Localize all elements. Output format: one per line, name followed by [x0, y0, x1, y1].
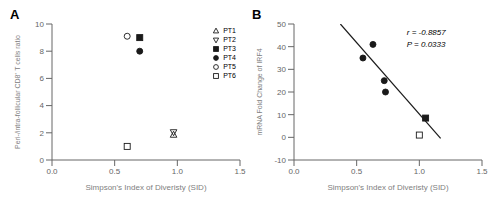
svg-text:0: 0 [282, 133, 287, 142]
svg-text:30: 30 [277, 65, 286, 74]
svg-text:-10: -10 [274, 156, 286, 165]
html-text:PT5: PT5 [223, 63, 236, 70]
html-text:B: B [252, 7, 262, 22]
svg-text:40: 40 [277, 43, 286, 52]
svg-text:6: 6 [40, 74, 45, 83]
html-text:PT4: PT4 [223, 54, 236, 61]
svg-text:Peri-/intra-follicular CD8⁺ T: Peri-/intra-follicular CD8⁺ T cells rati… [14, 35, 21, 149]
svg-text:50: 50 [277, 20, 286, 29]
svg-text:0.0: 0.0 [288, 167, 300, 176]
svg-text:10: 10 [35, 20, 44, 29]
svg-text:0.0: 0.0 [46, 167, 58, 176]
svg-text:2: 2 [40, 129, 45, 138]
svg-text:1.0: 1.0 [414, 167, 426, 176]
svg-text:10: 10 [277, 111, 286, 120]
svg-text:1.5: 1.5 [234, 167, 246, 176]
html-text:r = -0.8857: r = -0.8857 [406, 27, 446, 37]
html-text:PT3: PT3 [223, 45, 236, 52]
html-text:P = 0.0333: P = 0.0333 [406, 39, 446, 49]
html-text:PT2: PT2 [223, 36, 236, 43]
svg-text:0: 0 [40, 156, 45, 165]
svg-text:Simpson's Index of Diveristy (: Simpson's Index of Diveristy (SID) [327, 183, 448, 192]
svg-text:20: 20 [277, 88, 286, 97]
svg-text:1.0: 1.0 [172, 167, 184, 176]
svg-text:4: 4 [40, 101, 45, 110]
svg-text:Simpson's Index of Diveristy (: Simpson's Index of Diveristy (SID) [85, 183, 206, 192]
html-text:PT6: PT6 [223, 72, 236, 79]
svg-text:1.5: 1.5 [476, 167, 488, 176]
html-text:PT1: PT1 [223, 27, 236, 34]
svg-text:0.5: 0.5 [109, 167, 121, 176]
svg-text:0.5: 0.5 [351, 167, 363, 176]
html-text:A: A [10, 7, 20, 22]
svg-text:8: 8 [40, 47, 45, 56]
svg-text:mRNA Fold Change of IRF4: mRNA Fold Change of IRF4 [256, 48, 264, 135]
